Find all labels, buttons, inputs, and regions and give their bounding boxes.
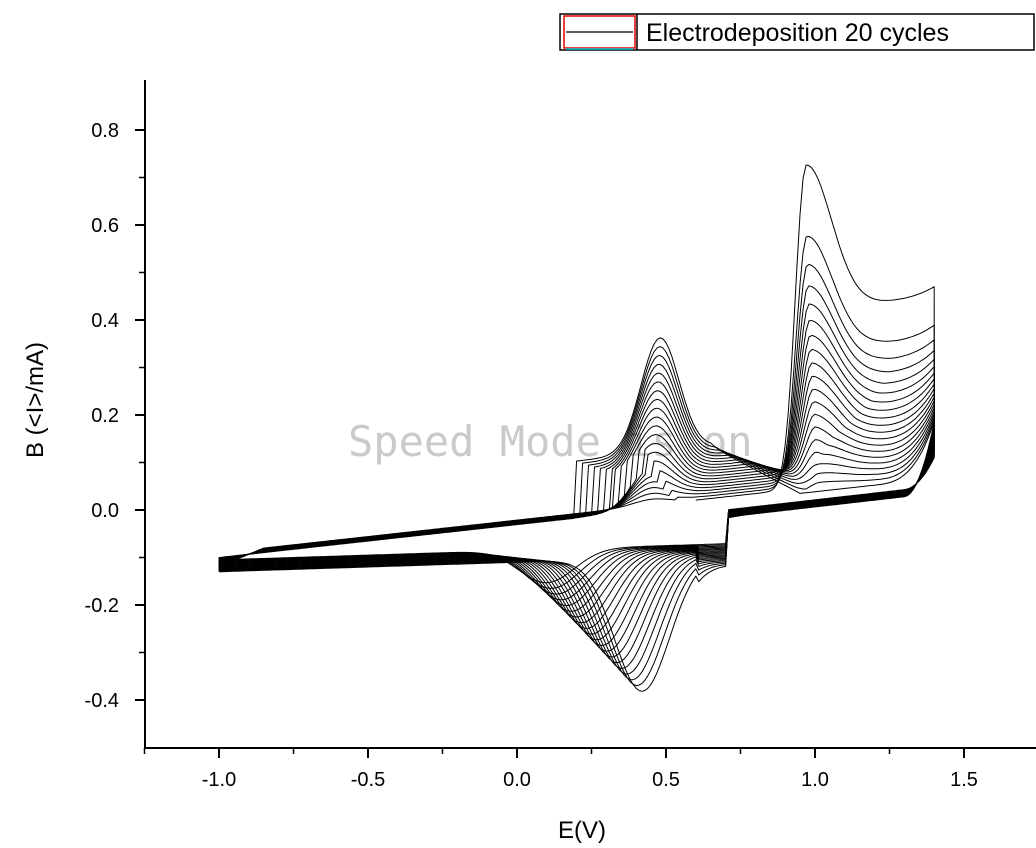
y-tick-label: 0.2 — [91, 405, 119, 427]
y-tick-label: -0.2 — [85, 595, 119, 617]
x-tick-label: -1.0 — [202, 769, 236, 791]
watermark-text: Speed Mode is on — [348, 417, 753, 466]
legend-swatch-red — [563, 15, 636, 49]
x-tick-label: 1.0 — [801, 769, 829, 791]
y-tick-label: 0.4 — [91, 310, 119, 332]
y-axis-title: B (<I>/mA) — [22, 342, 49, 458]
y-ticks: -0.4 -0.2 0.0 0.2 0.4 0.6 0.8 — [85, 120, 145, 712]
x-axis-title: E(V) — [558, 817, 606, 844]
x-tick-label: -0.5 — [351, 769, 385, 791]
legend-entry-label: Electrodeposition 20 cycles — [646, 19, 949, 47]
cycle-20-line — [218, 337, 935, 584]
x-tick-label: 0.5 — [652, 769, 680, 791]
y-tick-label: 0.8 — [91, 120, 119, 142]
cycle-1-line — [218, 164, 935, 692]
cv-curves — [218, 164, 935, 692]
cycle-4-line — [218, 285, 935, 675]
legend: Electrodeposition 20 cycles — [559, 13, 1035, 51]
y-tick-label: 0.0 — [91, 500, 119, 522]
legend-box — [559, 13, 1035, 51]
x-ticks: -1.0 -0.5 0.0 0.5 1.0 1.5 — [143, 748, 978, 791]
y-tick-label: -0.4 — [85, 690, 119, 712]
y-tick-label: 0.6 — [91, 215, 119, 237]
x-tick-label: 0.0 — [503, 769, 531, 791]
x-tick-label: 1.5 — [950, 769, 978, 791]
cycle-6-line — [218, 320, 935, 663]
